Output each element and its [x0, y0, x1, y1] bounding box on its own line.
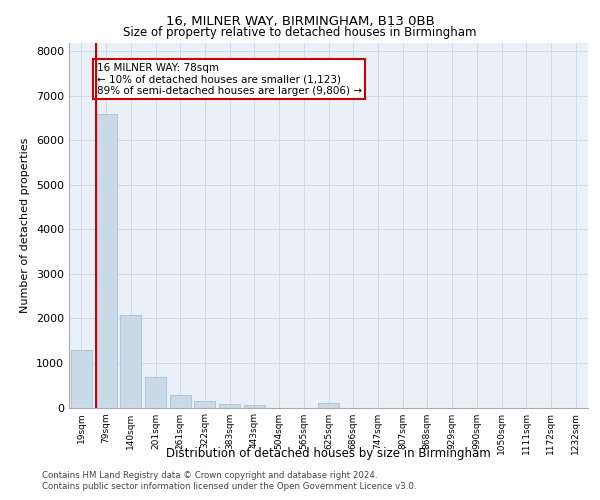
Text: Distribution of detached houses by size in Birmingham: Distribution of detached houses by size …	[166, 448, 491, 460]
Text: Contains public sector information licensed under the Open Government Licence v3: Contains public sector information licen…	[42, 482, 416, 491]
Text: Contains HM Land Registry data © Crown copyright and database right 2024.: Contains HM Land Registry data © Crown c…	[42, 471, 377, 480]
Bar	[194, 402, 215, 407]
Bar	[219, 404, 240, 407]
Bar	[95, 114, 116, 408]
Bar	[244, 405, 265, 407]
Text: 16 MILNER WAY: 78sqm
← 10% of detached houses are smaller (1,123)
89% of semi-de: 16 MILNER WAY: 78sqm ← 10% of detached h…	[97, 62, 362, 96]
Bar	[318, 403, 339, 407]
Bar	[71, 350, 92, 408]
Bar	[145, 377, 166, 408]
Bar	[120, 315, 141, 408]
Y-axis label: Number of detached properties: Number of detached properties	[20, 138, 31, 312]
Bar	[170, 394, 191, 407]
Text: Size of property relative to detached houses in Birmingham: Size of property relative to detached ho…	[123, 26, 477, 39]
Text: 16, MILNER WAY, BIRMINGHAM, B13 0BB: 16, MILNER WAY, BIRMINGHAM, B13 0BB	[166, 15, 434, 28]
